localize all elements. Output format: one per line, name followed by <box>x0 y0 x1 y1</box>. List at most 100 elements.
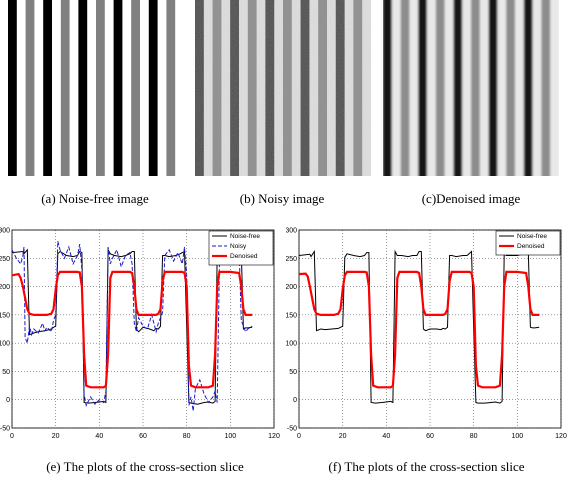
series-line-noisy <box>11 241 253 412</box>
legend: Noise-free Noisy Denoised <box>208 230 274 266</box>
stripe <box>113 0 123 176</box>
stripe <box>497 0 507 176</box>
legend-box <box>208 230 274 266</box>
stripe <box>541 0 551 176</box>
stripe <box>25 0 35 176</box>
x-tick-label: 100 <box>224 433 236 440</box>
caption-e: (e) The plots of the cross-section slice <box>46 459 244 474</box>
stripe <box>78 0 88 176</box>
y-tick-label: 150 <box>0 312 10 319</box>
x-tick-label: 60 <box>426 433 434 440</box>
stripe <box>203 0 213 176</box>
stripe <box>409 0 419 176</box>
caption-b: (b) Noisy image <box>239 191 325 206</box>
stripe <box>291 0 301 176</box>
x-tick-label: 40 <box>382 433 390 440</box>
stripe <box>344 0 354 176</box>
stripe <box>471 0 481 176</box>
y-tick-label: -50 <box>0 426 10 433</box>
stripe <box>391 0 401 176</box>
stripe <box>52 0 62 176</box>
stripe <box>479 0 489 176</box>
y-tick-label: 250 <box>0 256 10 263</box>
stripe <box>60 0 70 176</box>
stripe <box>550 0 559 176</box>
legend-label: Denoised <box>230 253 258 260</box>
stripe <box>96 0 106 176</box>
stripe <box>69 0 79 176</box>
x-tick-label: 0 <box>10 433 14 440</box>
y-tick-label: -50 <box>287 426 297 433</box>
stripe <box>383 0 393 176</box>
stripe <box>400 0 410 176</box>
stripe <box>309 0 319 176</box>
stripe <box>265 0 275 176</box>
caption-f: (f) The plots of the cross-section slice <box>328 459 525 474</box>
legend-box <box>495 230 561 256</box>
y-tick-label: 300 <box>0 228 10 235</box>
caption-a: (a) Noise-free image <box>41 191 149 206</box>
cross-section-plot-e: 0 20 40 60 80 100 120-50050100150200250300Nois… <box>0 228 280 441</box>
stripe <box>444 0 454 176</box>
stripe <box>327 0 337 176</box>
stripe <box>212 0 222 176</box>
y-tick-label: 0 <box>6 397 10 404</box>
cross-section-plot-f: 0 20 40 60 80 100 120-50050100150200250300Nois… <box>286 228 567 441</box>
stripe <box>418 0 428 176</box>
x-tick-label: 20 <box>52 433 60 440</box>
x-tick-label: 120 <box>555 433 567 440</box>
stripe <box>230 0 240 176</box>
stripe <box>247 0 257 176</box>
stripe <box>34 0 44 176</box>
x-tick-label: 0 <box>297 433 301 440</box>
stripe <box>488 0 498 176</box>
stripe <box>435 0 445 176</box>
stripe <box>122 0 132 176</box>
x-tick-label: 100 <box>511 433 523 440</box>
x-tick-label: 40 <box>95 433 103 440</box>
legend-label: Noise-free <box>230 233 260 240</box>
stripe <box>140 0 150 176</box>
noisy-image <box>195 0 371 176</box>
stripe <box>175 0 184 176</box>
y-tick-label: 100 <box>0 341 10 348</box>
series-line-denoised <box>298 270 540 389</box>
stripe <box>515 0 525 176</box>
legend-label: Denoised <box>517 243 545 250</box>
stripe <box>87 0 97 176</box>
y-tick-label: 200 <box>0 284 10 291</box>
stripe <box>221 0 231 176</box>
stripe <box>131 0 141 176</box>
legend-label: Noise-free <box>517 233 547 240</box>
stripe <box>506 0 516 176</box>
series-line-denoised <box>11 270 253 389</box>
y-tick-label: 250 <box>286 256 297 263</box>
stripe <box>462 0 472 176</box>
caption-c: (c)Denoised image <box>421 191 521 206</box>
stripe <box>239 0 249 176</box>
x-tick-label: 120 <box>268 433 280 440</box>
stripe <box>8 0 18 176</box>
stripe <box>256 0 266 176</box>
x-tick-label: 80 <box>183 433 191 440</box>
y-tick-label: 0 <box>293 397 297 404</box>
stripe <box>157 0 167 176</box>
stripe <box>318 0 328 176</box>
y-tick-label: 150 <box>286 312 297 319</box>
y-tick-label: 50 <box>2 369 10 376</box>
stripe <box>195 0 205 176</box>
stripe <box>148 0 158 176</box>
stripe <box>43 0 53 176</box>
stripe <box>353 0 363 176</box>
stripe <box>362 0 371 176</box>
y-tick-label: 200 <box>286 284 297 291</box>
stripe <box>300 0 310 176</box>
legend: Noise-free Denoised <box>495 230 561 256</box>
y-tick-label: 100 <box>286 341 297 348</box>
y-tick-label: 50 <box>289 369 297 376</box>
x-tick-label: 80 <box>470 433 478 440</box>
y-tick-label: 300 <box>286 228 297 235</box>
stripe <box>523 0 533 176</box>
stripe <box>427 0 437 176</box>
legend-label: Noisy <box>230 243 247 250</box>
